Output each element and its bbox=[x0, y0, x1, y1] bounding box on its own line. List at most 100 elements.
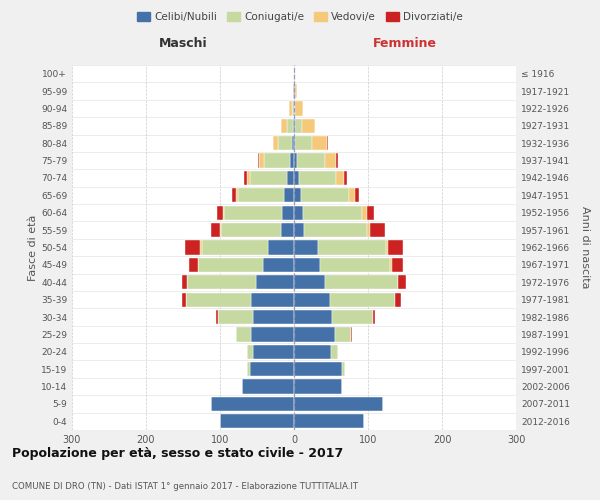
Bar bbox=[294, 292, 329, 307]
Bar bbox=[242, 380, 294, 394]
Bar bbox=[302, 118, 316, 133]
Bar bbox=[294, 66, 295, 81]
Bar bbox=[355, 188, 359, 202]
Bar bbox=[367, 223, 370, 237]
Bar bbox=[329, 292, 395, 307]
Text: COMUNE DI DRO (TN) - Dati ISTAT 1° gennaio 2017 - Elaborazione TUTTITALIA.IT: COMUNE DI DRO (TN) - Dati ISTAT 1° genna… bbox=[12, 482, 358, 491]
Bar bbox=[297, 154, 325, 168]
Bar bbox=[294, 380, 342, 394]
Text: Maschi: Maschi bbox=[158, 38, 208, 51]
Bar bbox=[211, 397, 294, 411]
Bar bbox=[294, 84, 295, 98]
Bar bbox=[367, 206, 374, 220]
Bar bbox=[292, 102, 293, 116]
Bar bbox=[268, 240, 294, 254]
Bar bbox=[236, 188, 238, 202]
Bar bbox=[395, 292, 401, 307]
Bar bbox=[247, 171, 250, 185]
Bar bbox=[294, 240, 317, 254]
Bar bbox=[182, 275, 187, 289]
Bar bbox=[294, 154, 297, 168]
Bar bbox=[294, 362, 342, 376]
Bar bbox=[295, 118, 302, 133]
Bar bbox=[244, 171, 247, 185]
Bar bbox=[287, 171, 294, 185]
Bar bbox=[386, 240, 388, 254]
Bar bbox=[294, 206, 303, 220]
Bar bbox=[344, 171, 347, 185]
Bar bbox=[294, 344, 331, 359]
Bar bbox=[370, 223, 385, 237]
Bar bbox=[281, 223, 294, 237]
Bar bbox=[294, 223, 304, 237]
Bar bbox=[220, 223, 221, 237]
Bar bbox=[250, 171, 287, 185]
Bar bbox=[299, 171, 336, 185]
Bar bbox=[263, 258, 294, 272]
Bar bbox=[362, 206, 367, 220]
Bar bbox=[301, 188, 349, 202]
Bar bbox=[294, 414, 364, 428]
Bar bbox=[272, 136, 278, 150]
Text: Popolazione per età, sesso e stato civile - 2017: Popolazione per età, sesso e stato civil… bbox=[12, 448, 343, 460]
Bar bbox=[258, 154, 259, 168]
Bar bbox=[216, 310, 218, 324]
Bar bbox=[335, 328, 351, 342]
Bar bbox=[182, 292, 186, 307]
Bar bbox=[336, 171, 344, 185]
Bar bbox=[294, 397, 383, 411]
Bar bbox=[220, 414, 294, 428]
Bar bbox=[287, 118, 293, 133]
Bar bbox=[317, 240, 386, 254]
Bar bbox=[211, 223, 220, 237]
Bar bbox=[336, 154, 338, 168]
Bar bbox=[388, 240, 403, 254]
Bar bbox=[217, 206, 223, 220]
Bar bbox=[325, 275, 398, 289]
Bar bbox=[351, 328, 352, 342]
Bar bbox=[292, 136, 294, 150]
Bar bbox=[218, 310, 253, 324]
Bar bbox=[295, 102, 303, 116]
Bar bbox=[295, 136, 312, 150]
Bar bbox=[312, 136, 326, 150]
Bar bbox=[185, 240, 200, 254]
Y-axis label: Fasce di età: Fasce di età bbox=[28, 214, 38, 280]
Bar bbox=[294, 171, 299, 185]
Bar bbox=[284, 188, 294, 202]
Bar bbox=[294, 118, 295, 133]
Bar bbox=[294, 188, 301, 202]
Bar bbox=[293, 102, 294, 116]
Bar bbox=[250, 362, 294, 376]
Bar bbox=[289, 102, 292, 116]
Bar bbox=[320, 258, 390, 272]
Bar bbox=[251, 292, 294, 307]
Text: Femmine: Femmine bbox=[373, 38, 437, 51]
Bar bbox=[294, 136, 295, 150]
Bar bbox=[303, 206, 362, 220]
Bar bbox=[294, 102, 295, 116]
Bar bbox=[294, 328, 335, 342]
Bar bbox=[253, 310, 294, 324]
Bar bbox=[189, 258, 198, 272]
Bar bbox=[247, 362, 250, 376]
Bar bbox=[198, 258, 263, 272]
Bar bbox=[259, 154, 263, 168]
Bar bbox=[342, 362, 345, 376]
Bar bbox=[332, 310, 373, 324]
Bar bbox=[236, 328, 251, 342]
Bar bbox=[202, 240, 268, 254]
Bar bbox=[224, 206, 282, 220]
Bar bbox=[290, 154, 294, 168]
Bar bbox=[294, 275, 325, 289]
Bar bbox=[253, 344, 294, 359]
Bar bbox=[256, 275, 294, 289]
Bar bbox=[247, 344, 253, 359]
Bar bbox=[282, 206, 294, 220]
Bar bbox=[390, 258, 392, 272]
Bar bbox=[238, 188, 284, 202]
Bar bbox=[186, 292, 251, 307]
Bar bbox=[232, 188, 236, 202]
Bar bbox=[295, 84, 297, 98]
Bar bbox=[304, 223, 367, 237]
